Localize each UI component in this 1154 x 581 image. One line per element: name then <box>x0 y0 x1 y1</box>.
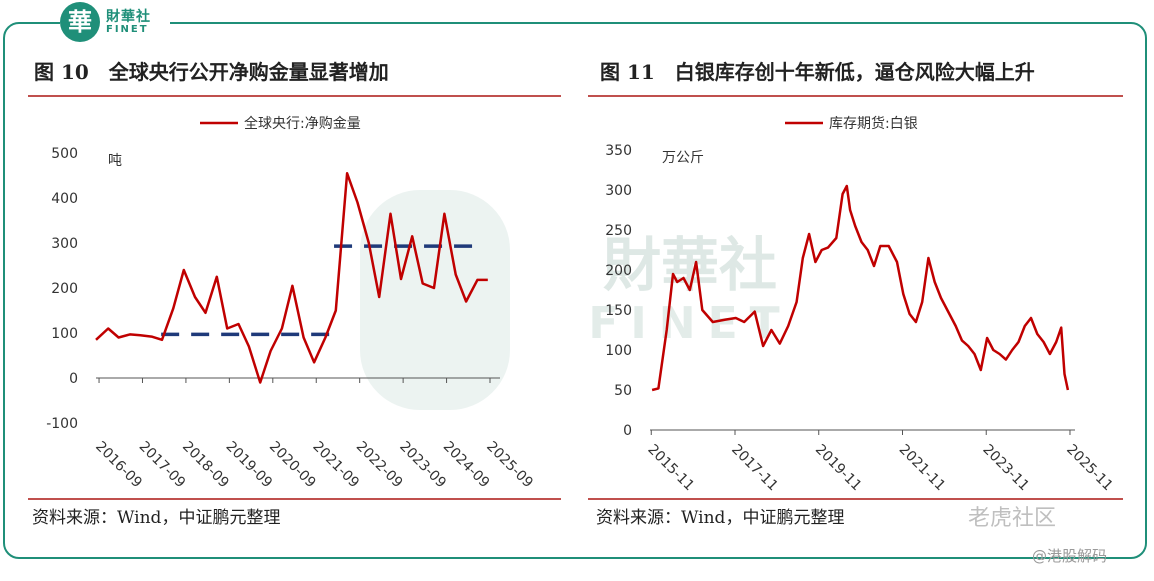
chart-title-text: 白银库存创十年新低，逼仓风险大幅上升 <box>674 60 1035 84</box>
y-tick-label: -100 <box>46 416 78 432</box>
y-tick-label: 200 <box>605 263 632 279</box>
watermark-tiger-community: 老虎社区 <box>968 506 1057 531</box>
y-tick-label: 50 <box>614 383 632 399</box>
y-tick-label: 100 <box>51 326 78 342</box>
title-rule-left <box>28 95 561 97</box>
legend-label: 库存期货:白银 <box>829 115 918 132</box>
series-line <box>651 184 1070 392</box>
y-axis-unit-label: 万公斤 <box>662 150 704 166</box>
source-rule-right <box>588 498 1123 500</box>
card-frame <box>3 22 1147 559</box>
y-tick-label: 0 <box>623 423 632 439</box>
chart-title-text: 全球央行公开净购金量显著增加 <box>108 60 389 84</box>
x-tick-label: 2017-11 <box>728 442 781 495</box>
chart-title-number: 图 11 <box>600 60 655 84</box>
x-tick-label: 2025-11 <box>1063 442 1116 495</box>
x-tick-label: 2015-11 <box>644 442 697 495</box>
chart-title-number: 图 10 <box>34 60 89 84</box>
watermark-hk-decode: @港股解码 <box>1032 547 1108 565</box>
y-tick-label: 300 <box>605 183 632 199</box>
y-tick-label: 250 <box>605 223 632 239</box>
logo-badge: 華 <box>60 2 100 42</box>
source-note-right: 资料来源：Wind，中证鹏元整理 <box>596 508 845 528</box>
logo-cn-text: 財華社 <box>106 9 151 25</box>
finet-logo: 華 財華社 FINET <box>60 0 170 46</box>
chart-title-right: 图 11 白银库存创十年新低，逼仓风险大幅上升 <box>600 56 1035 85</box>
y-tick-label: 500 <box>51 146 78 162</box>
watermark-center-en: FINET <box>588 298 792 349</box>
x-tick-label: 2021-11 <box>896 442 949 495</box>
y-tick-label: 0 <box>69 371 78 387</box>
y-tick-label: 200 <box>51 281 78 297</box>
source-rule-left <box>28 498 561 500</box>
y-tick-label: 350 <box>605 143 632 159</box>
logo-en-text: FINET <box>106 24 149 35</box>
watermark-seal <box>360 190 510 410</box>
y-tick-label: 150 <box>605 303 632 319</box>
source-note-left: 资料来源：Wind，中证鹏元整理 <box>32 508 281 528</box>
y-tick-label: 300 <box>51 236 78 252</box>
series-line <box>95 172 488 384</box>
x-tick-label: 2023-11 <box>979 442 1032 495</box>
y-axis-unit-label: 吨 <box>108 153 122 169</box>
legend-label: 全球央行:净购金量 <box>244 115 361 132</box>
chart-title-left: 图 10 全球央行公开净购金量显著增加 <box>34 56 389 85</box>
y-tick-label: 400 <box>51 191 78 207</box>
x-tick-label: 2019-11 <box>812 442 865 495</box>
title-rule-right <box>588 95 1123 97</box>
y-tick-label: 100 <box>605 343 632 359</box>
